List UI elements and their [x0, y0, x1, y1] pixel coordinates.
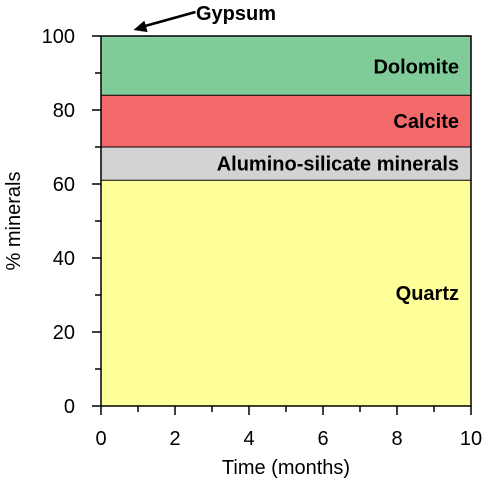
band-gypsum: [101, 36, 471, 38]
gypsum-annotation: Gypsum: [133, 3, 276, 33]
x-axis-label: Time (months): [222, 457, 350, 479]
band-label-layer: Quartz Alumino-silicate minerals Calcite Do…: [217, 57, 459, 306]
x-tick-label-2: 2: [169, 428, 180, 450]
band-dolomite: [101, 37, 471, 96]
y-tick-label-80: 80: [53, 100, 75, 122]
y-tick-label-100: 100: [42, 26, 75, 48]
x-tick-label-0: 0: [95, 428, 106, 450]
band-alumino-silicate-minerals: [101, 147, 471, 181]
y-axis-label: % minerals: [3, 172, 25, 271]
band-label-quartz: Quartz: [396, 283, 459, 305]
x-tick-label-6: 6: [317, 428, 328, 450]
y-tick-label-0: 0: [64, 396, 75, 418]
y-tick-label-40: 40: [53, 248, 75, 270]
gypsum-arrow-head: [133, 20, 148, 33]
x-tick-label-8: 8: [391, 428, 402, 450]
band-label-calcite: Calcite: [393, 111, 459, 133]
band-label-alumino-silicate-minerals: Alumino-silicate minerals: [217, 154, 459, 176]
y-tick-label-60: 60: [53, 174, 75, 196]
x-tick-label-10: 10: [460, 428, 482, 450]
band-quartz: [101, 180, 471, 406]
band-calcite: [101, 95, 471, 147]
gypsum-annotation-label: Gypsum: [196, 3, 276, 25]
x-tick-label-4: 4: [243, 428, 254, 450]
band-layer: [101, 36, 471, 406]
gypsum-arrow-line: [141, 10, 196, 29]
y-tick-label-20: 20: [53, 322, 75, 344]
band-label-dolomite: Dolomite: [373, 57, 459, 79]
